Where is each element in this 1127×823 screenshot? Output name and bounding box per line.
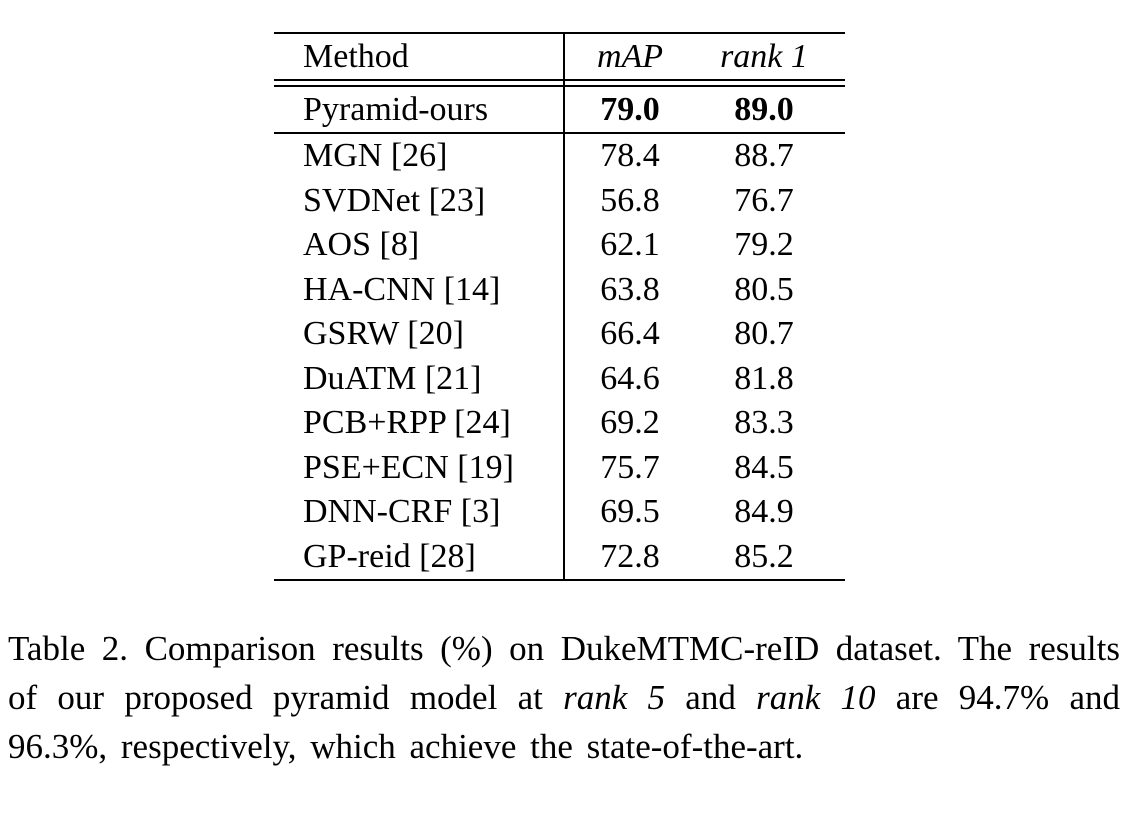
table-row: MGN [26] 78.4 88.7 [274, 134, 845, 179]
caption-segment: Table 2. Comparison results (%) on DukeM… [8, 629, 1120, 717]
map-cell: 66.4 [600, 315, 660, 352]
map-cell: 69.2 [600, 404, 660, 441]
map-cell: 79.0 [600, 91, 660, 128]
table-row-pyramid-ours: Pyramid-ours 79.0 89.0 [274, 87, 845, 134]
rank1-cell: 85.2 [734, 537, 794, 575]
caption-segment-italic: rank 5 [563, 678, 666, 717]
double-rule-gap [274, 81, 845, 87]
table-row: GSRW [20] 66.4 80.7 [274, 312, 845, 357]
method-cell: DNN-CRF [3] [303, 493, 501, 530]
table-row: HA-CNN [14] 63.8 80.5 [274, 268, 845, 313]
table-row: GP-reid [28] 72.8 85.2 [274, 535, 845, 581]
rank1-cell: 88.7 [734, 137, 794, 174]
table-header-row: Method mAP rank 1 [274, 32, 845, 81]
table-row: DNN-CRF [3] 69.5 84.9 [274, 490, 845, 535]
rank1-cell: 89.0 [734, 91, 794, 128]
table-column-divider [563, 32, 565, 581]
table-row: SVDNet [23] 56.8 76.7 [274, 179, 845, 224]
method-cell: PSE+ECN [19] [303, 448, 514, 486]
map-cell: 69.5 [600, 493, 660, 530]
method-cell: SVDNet [23] [303, 181, 486, 219]
rank1-cell: 81.8 [734, 359, 794, 397]
method-cell: PCB+RPP [24] [303, 404, 511, 441]
table-caption: Table 2. Comparison results (%) on DukeM… [8, 624, 1120, 771]
map-cell: 78.4 [600, 137, 660, 174]
map-cell: 63.8 [600, 270, 660, 308]
rank1-cell: 83.3 [734, 404, 794, 441]
rank1-cell: 80.5 [734, 270, 794, 308]
map-cell: 62.1 [600, 226, 660, 263]
method-cell: AOS [8] [303, 226, 420, 263]
column-header-rank1: rank 1 [720, 38, 808, 75]
method-cell: DuATM [21] [303, 359, 482, 397]
rank1-cell: 80.7 [734, 315, 794, 352]
column-header-method: Method [303, 38, 409, 75]
column-header-map: mAP [596, 38, 664, 75]
rank1-cell: 79.2 [734, 226, 794, 263]
comparison-table: Method mAP rank 1 Pyramid-ours 79.0 89.0… [274, 32, 845, 581]
map-cell: 64.6 [600, 359, 660, 397]
table-row: PSE+ECN [19] 75.7 84.5 [274, 446, 845, 491]
map-cell: 72.8 [600, 537, 660, 575]
caption-segment: are 94.7% and 96.3%, respectively, which… [8, 678, 1120, 766]
method-cell: MGN [26] [303, 137, 448, 174]
table-row: AOS [8] 62.1 79.2 [274, 223, 845, 268]
table-row: PCB+RPP [24] 69.2 83.3 [274, 401, 845, 446]
method-cell: GSRW [20] [303, 315, 464, 352]
caption-segment: and [665, 678, 757, 717]
map-cell: 56.8 [600, 181, 660, 219]
method-cell: Pyramid-ours [303, 91, 489, 128]
rank1-cell: 84.5 [734, 448, 794, 486]
rank1-cell: 76.7 [734, 181, 794, 219]
method-cell: GP-reid [28] [303, 537, 476, 575]
method-cell: HA-CNN [14] [303, 270, 501, 308]
caption-segment-italic: rank 10 [756, 678, 876, 717]
map-cell: 75.7 [600, 448, 660, 486]
rank1-cell: 84.9 [734, 493, 794, 530]
table-row: DuATM [21] 64.6 81.8 [274, 357, 845, 402]
